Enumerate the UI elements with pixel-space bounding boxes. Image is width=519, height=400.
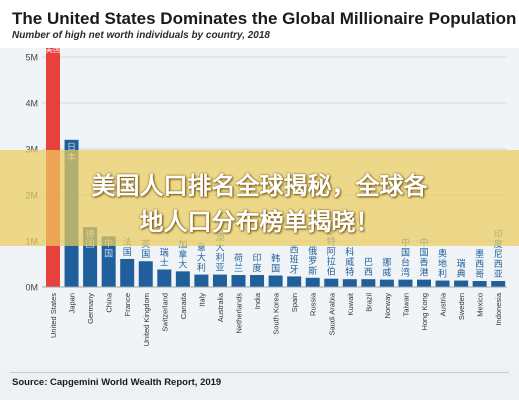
bar-data-label: 韩国 bbox=[271, 253, 280, 275]
x-tick-label: Indonesia bbox=[494, 292, 503, 325]
bar-data-label: 科威特 bbox=[345, 246, 354, 278]
x-tick-label: Mexico bbox=[476, 293, 485, 317]
bar-data-label: 西班牙 bbox=[290, 244, 299, 275]
bar-data-label: 印度 bbox=[253, 252, 262, 274]
bar bbox=[101, 236, 116, 287]
y-tick-label: 5M bbox=[25, 53, 38, 63]
banner-headline-line-2: 地人口分布榜单揭晓！ bbox=[139, 208, 380, 236]
bar bbox=[435, 280, 450, 287]
x-tick-label: China bbox=[105, 292, 114, 312]
bar bbox=[379, 279, 394, 287]
x-tick-label: France bbox=[123, 293, 132, 316]
x-tick-label: Canada bbox=[179, 292, 188, 319]
chart-header: The United States Dominates the Global M… bbox=[0, 0, 519, 48]
chart-footer: Source: Capgemini World Wealth Report, 2… bbox=[0, 368, 519, 400]
source-note: Source: Capgemini World Wealth Report, 2… bbox=[12, 377, 222, 388]
x-tick-label: Netherlands bbox=[235, 293, 244, 334]
bar-data-label: 巴西 bbox=[364, 257, 373, 278]
bar bbox=[194, 274, 209, 287]
x-tick-label: United States bbox=[49, 293, 58, 338]
bar bbox=[175, 271, 190, 287]
bar bbox=[138, 261, 153, 287]
x-tick-label: Italy bbox=[197, 293, 206, 307]
bar bbox=[287, 276, 302, 287]
bar bbox=[231, 275, 246, 287]
x-tick-label: Austria bbox=[439, 292, 448, 316]
bar bbox=[268, 275, 283, 287]
x-tick-label: Germany bbox=[86, 293, 95, 324]
bar-data-label: 奥地利 bbox=[438, 248, 447, 280]
bar-data-label: 俄罗斯 bbox=[308, 245, 317, 277]
bar-data-label: 美国 bbox=[45, 48, 61, 54]
x-tick-label: India bbox=[253, 292, 262, 309]
x-tick-label: South Korea bbox=[272, 292, 281, 335]
x-tick-label: Norway bbox=[383, 293, 392, 319]
x-tick-label: Taiwan bbox=[401, 293, 410, 316]
x-tick-label: Brazil bbox=[364, 293, 373, 312]
x-tick-label: Australia bbox=[216, 292, 225, 322]
bar-data-label: 瑞士 bbox=[160, 247, 169, 269]
bar bbox=[398, 279, 413, 287]
bar bbox=[491, 281, 506, 287]
bar bbox=[120, 258, 135, 287]
x-tick-label: Switzerland bbox=[160, 293, 169, 332]
chart-title: The United States Dominates the Global M… bbox=[12, 9, 517, 28]
bar bbox=[324, 278, 339, 287]
x-tick-label: Saudi Arabia bbox=[327, 292, 336, 335]
bar bbox=[454, 280, 469, 287]
bar bbox=[361, 279, 376, 287]
bar-data-label: 墨西哥 bbox=[475, 249, 484, 280]
x-tick-label: Hong Kong bbox=[420, 293, 429, 331]
bar-data-label: 意大利 bbox=[197, 242, 206, 274]
x-tick-label: Sweden bbox=[457, 293, 466, 320]
x-tick-label: Kuwait bbox=[346, 292, 355, 315]
bar bbox=[157, 269, 172, 287]
chart-subtitle: Number of high net worth individuals by … bbox=[12, 30, 270, 41]
y-tick-label: 0M bbox=[25, 283, 38, 293]
bar bbox=[250, 275, 265, 287]
overlay-banner: 美国人口排名全球揭秘，全球各 地人口分布榜单揭晓！ bbox=[0, 150, 519, 246]
bar bbox=[417, 279, 431, 287]
bar bbox=[342, 279, 357, 287]
bar bbox=[305, 277, 320, 287]
x-tick-label: Russia bbox=[309, 292, 318, 316]
bar bbox=[212, 274, 227, 287]
bar bbox=[472, 281, 487, 287]
y-tick-label: 4M bbox=[25, 99, 38, 109]
x-tick-label: United Kingdom bbox=[142, 293, 151, 346]
bar-data-label: 挪威 bbox=[382, 257, 391, 279]
bar-data-label: 瑞典 bbox=[457, 258, 466, 280]
banner-headline-line-1: 美国人口排名全球揭秘，全球各 bbox=[91, 172, 428, 200]
bar-data-label: 荷兰 bbox=[234, 253, 243, 274]
y-tick-label: 3M bbox=[25, 145, 38, 155]
x-tick-label: Japan bbox=[68, 293, 77, 313]
x-tick-label: Spain bbox=[290, 293, 299, 312]
footer-divider bbox=[10, 372, 509, 373]
